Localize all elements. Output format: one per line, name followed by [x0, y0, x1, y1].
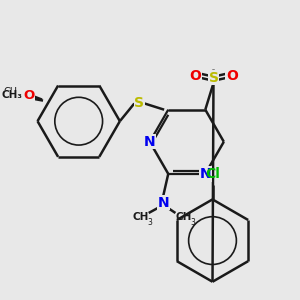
Text: N: N: [157, 196, 169, 210]
Text: N: N: [200, 167, 211, 181]
Text: CH₃: CH₃: [2, 90, 23, 100]
Text: O: O: [189, 69, 201, 83]
Text: 3: 3: [14, 94, 19, 100]
Text: N: N: [144, 135, 155, 149]
Text: CH: CH: [176, 212, 192, 222]
Text: 3: 3: [147, 218, 152, 227]
Text: S: S: [208, 71, 218, 85]
Text: CH: CH: [132, 212, 148, 222]
Text: CH: CH: [3, 87, 17, 98]
Text: Cl: Cl: [205, 167, 220, 181]
Text: O: O: [23, 89, 34, 102]
Text: O: O: [226, 69, 238, 83]
Text: S: S: [134, 97, 144, 110]
Text: 3: 3: [190, 218, 195, 227]
Text: O: O: [21, 89, 32, 103]
